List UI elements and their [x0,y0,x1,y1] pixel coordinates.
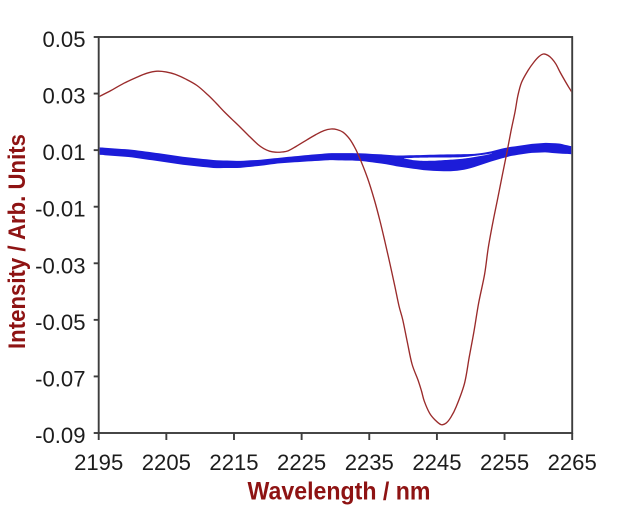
svg-text:2255: 2255 [480,450,529,475]
svg-text:0.03: 0.03 [42,84,85,109]
svg-text:-0.09: -0.09 [35,423,85,448]
svg-text:Intensity / Arb. Units: Intensity / Arb. Units [4,134,31,349]
svg-text:2235: 2235 [345,450,394,475]
svg-text:-0.03: -0.03 [35,253,85,278]
svg-text:2245: 2245 [412,450,461,475]
svg-text:2195: 2195 [74,450,123,475]
svg-text:-0.07: -0.07 [35,366,85,391]
svg-text:2205: 2205 [142,450,191,475]
svg-text:-0.05: -0.05 [35,310,85,335]
svg-text:0.05: 0.05 [42,27,85,52]
svg-text:Wavelength / nm: Wavelength / nm [248,479,431,506]
svg-text:-0.01: -0.01 [35,197,85,222]
svg-text:2225: 2225 [277,450,326,475]
svg-text:2265: 2265 [548,450,597,475]
svg-text:2215: 2215 [209,450,258,475]
svg-text:0.01: 0.01 [42,140,85,165]
